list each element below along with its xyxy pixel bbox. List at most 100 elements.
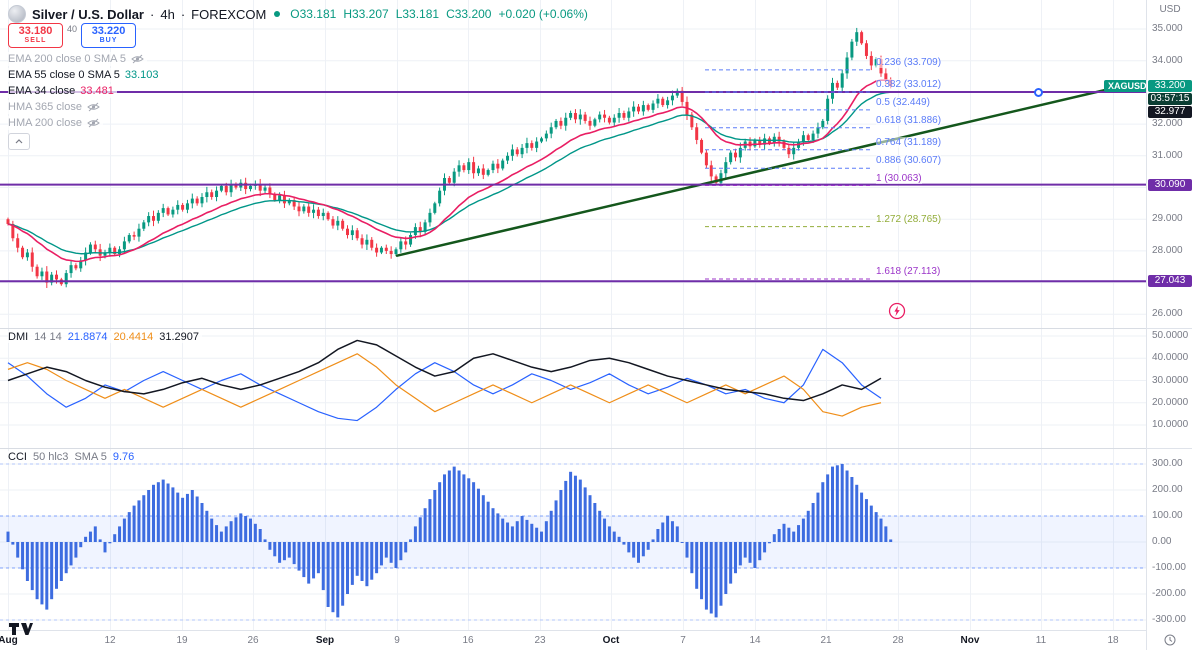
candle-body xyxy=(457,165,461,172)
cci-bar xyxy=(806,510,810,542)
dmi-legend[interactable]: DMI 14 14 21.8874 20.4414 31.2907 xyxy=(8,331,202,343)
time-axis-label[interactable]: 23 xyxy=(534,635,546,646)
candle-body xyxy=(147,216,151,223)
candle-body xyxy=(137,228,141,237)
symbol-title[interactable]: Silver / U.S. Dollar xyxy=(32,6,144,22)
cci-bar xyxy=(346,542,349,594)
cci-bar xyxy=(593,503,597,542)
candle-body xyxy=(632,106,636,112)
time-axis-label[interactable]: 9 xyxy=(394,635,400,646)
tradingview-logo[interactable] xyxy=(8,621,34,637)
time-axis-label[interactable]: 14 xyxy=(749,635,761,646)
candle-body xyxy=(622,113,626,118)
cci-bar xyxy=(501,518,505,542)
legend-hma-200[interactable]: HMA 200 close xyxy=(8,116,103,130)
time-axis-label[interactable]: 16 xyxy=(462,635,474,646)
legend-ema-34[interactable]: EMA 34 close 33.481 xyxy=(8,84,117,98)
cci-name: CCI xyxy=(8,451,27,463)
candle-body xyxy=(515,149,519,155)
cci-bar xyxy=(219,531,223,542)
cci-bar xyxy=(646,542,650,550)
cci-bar xyxy=(855,484,859,542)
cci-bar xyxy=(156,482,160,542)
cci-bar xyxy=(404,542,408,553)
time-axis-label[interactable]: Aug xyxy=(0,635,18,646)
candle-body xyxy=(45,271,49,283)
cci-bar xyxy=(399,542,403,561)
candle-body xyxy=(40,271,44,277)
candle-body xyxy=(646,105,650,110)
time-axis-label[interactable]: Nov xyxy=(960,635,980,646)
cci-bar xyxy=(729,542,733,584)
timeframe-label[interactable]: 4h xyxy=(160,6,175,22)
candle-body xyxy=(316,209,320,217)
time-axis-label[interactable]: 12 xyxy=(104,635,116,646)
candle-body xyxy=(525,143,529,148)
cci-bar xyxy=(113,534,117,542)
legend-hma-365[interactable]: HMA 365 close xyxy=(8,100,103,114)
time-axis-label[interactable]: 18 xyxy=(1107,635,1119,646)
candle-body xyxy=(627,111,631,118)
time-axis-label[interactable]: 21 xyxy=(820,635,832,646)
cci-bar xyxy=(11,542,15,545)
cci-bar xyxy=(341,542,345,606)
candle-body xyxy=(55,274,58,280)
candle-body xyxy=(375,247,379,253)
candle-body xyxy=(185,203,189,210)
cci-bar xyxy=(821,482,825,542)
eye-off-icon[interactable] xyxy=(87,102,100,112)
time-axis-label[interactable]: Sep xyxy=(315,635,335,646)
candle-body xyxy=(641,105,645,112)
cci-axis-label: 0.00 xyxy=(1152,536,1172,547)
cci-bar xyxy=(142,495,146,542)
candle-body xyxy=(50,274,54,283)
candle-body xyxy=(210,192,214,198)
sell-button[interactable]: 33.180 SELL xyxy=(8,23,63,48)
eye-off-icon[interactable] xyxy=(87,118,100,128)
cci-bar xyxy=(622,542,626,545)
cci-bar xyxy=(16,542,20,558)
cci-bar xyxy=(840,464,844,542)
sell-price: 33.180 xyxy=(18,25,53,37)
price-axis-label: 28.000 xyxy=(1152,244,1183,256)
eye-off-icon[interactable] xyxy=(131,54,144,64)
candle-body xyxy=(506,155,510,161)
cci-bar xyxy=(869,505,873,542)
time-axis-label[interactable]: 11 xyxy=(1035,635,1047,646)
cci-bar xyxy=(831,466,834,542)
candle-body xyxy=(384,247,388,251)
time-axis-label[interactable]: 7 xyxy=(680,635,686,646)
candle-body xyxy=(404,241,408,245)
time-axis-label[interactable]: Oct xyxy=(602,635,620,646)
exchange-label[interactable]: FOREXCOM xyxy=(191,6,267,22)
buy-button[interactable]: 33.220 BUY xyxy=(81,23,137,48)
trendline[interactable] xyxy=(395,85,1120,257)
collapse-indicators-button[interactable] xyxy=(8,133,30,150)
axis-corner[interactable] xyxy=(1146,630,1192,650)
time-axis-label[interactable]: 28 xyxy=(892,635,904,646)
time-axis-label[interactable]: 19 xyxy=(176,635,188,646)
cci-bar xyxy=(632,542,636,558)
candle-body xyxy=(278,195,282,201)
candle-body xyxy=(113,247,117,255)
price-axis[interactable]: USD 35.000 34.000 32.000 31.000 29.000 28.000… xyxy=(1146,0,1192,630)
candle-body xyxy=(588,120,592,126)
legend-ema-55[interactable]: EMA 55 close 0 SMA 5 33.103 xyxy=(8,68,162,82)
flash-alert-icon[interactable] xyxy=(888,302,906,320)
cci-bar xyxy=(695,542,699,589)
candle-body xyxy=(122,241,126,250)
dmi-plus-di-value: 21.8874 xyxy=(67,331,108,343)
cci-bar xyxy=(79,542,83,548)
candle-body xyxy=(93,244,97,250)
cci-params: 50 hlc3 xyxy=(32,451,69,463)
cci-bar xyxy=(200,503,204,542)
legend-ema-200[interactable]: EMA 200 close 0 SMA 5 xyxy=(8,52,148,66)
candle-body xyxy=(365,239,369,245)
cci-legend[interactable]: CCI 50 hlc3 SMA 5 9.76 xyxy=(8,451,138,463)
time-axis[interactable]: Aug 12 19 26 Sep 9 16 23 Oct 7 14 21 28 Nov 11 18 xyxy=(0,630,1192,650)
cci-bar xyxy=(103,542,107,553)
cci-bar xyxy=(607,526,611,542)
chart-canvas[interactable] xyxy=(0,0,1146,630)
time-axis-label[interactable]: 26 xyxy=(247,635,259,646)
cci-bar xyxy=(753,542,757,568)
